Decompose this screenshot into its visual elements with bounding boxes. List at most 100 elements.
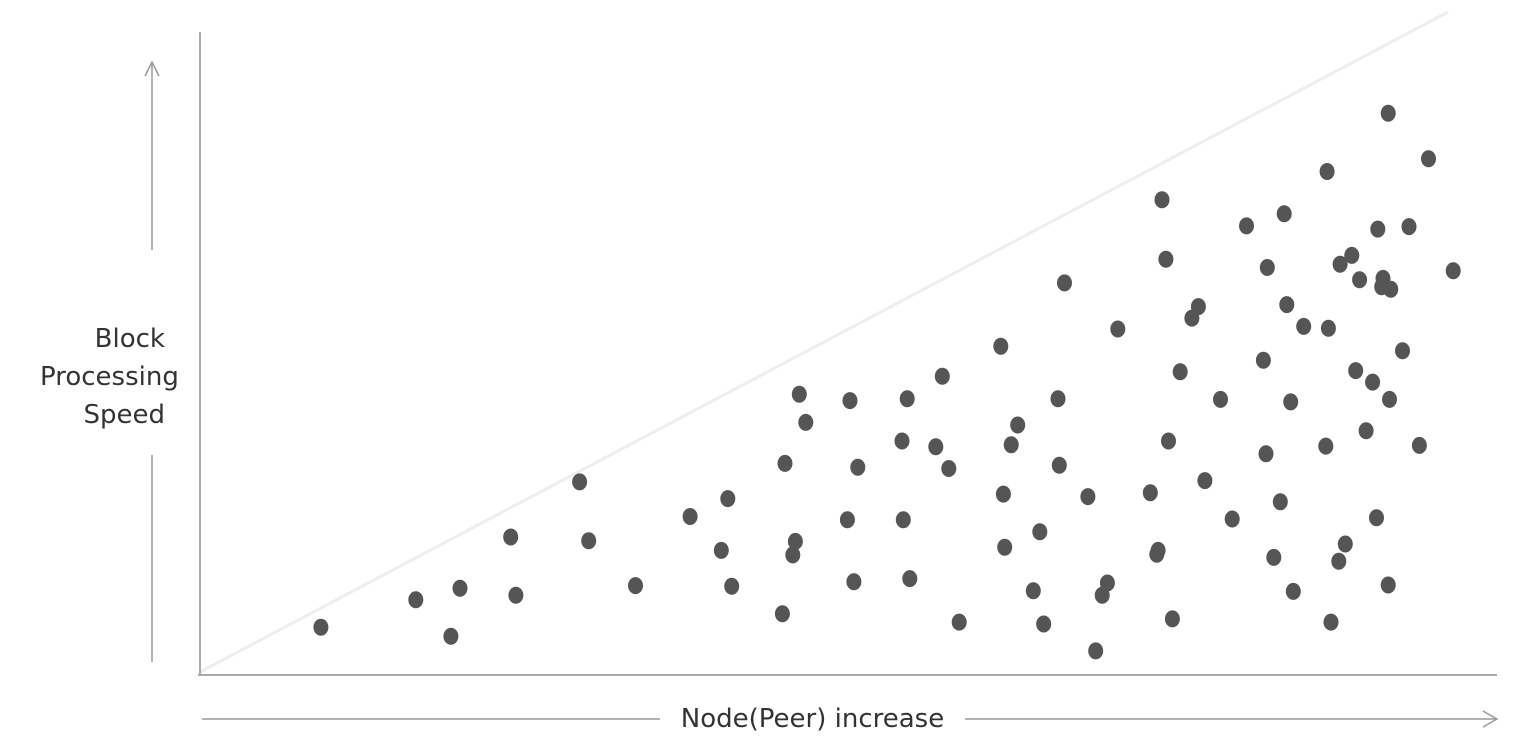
data-point <box>1154 191 1170 209</box>
data-point <box>1110 320 1126 338</box>
data-point <box>1050 390 1066 408</box>
data-point <box>720 490 736 508</box>
data-point <box>1411 436 1427 454</box>
data-point <box>1266 548 1282 566</box>
data-point <box>452 579 468 597</box>
data-point <box>997 538 1013 556</box>
data-point <box>1057 274 1072 292</box>
data-point <box>1283 393 1299 411</box>
data-points <box>313 104 1461 660</box>
data-point <box>1279 296 1295 314</box>
data-point <box>993 337 1009 355</box>
data-point <box>1421 150 1436 168</box>
data-point <box>1380 104 1396 122</box>
y-axis-label: Block Processing Speed <box>40 320 179 434</box>
data-point <box>1258 445 1274 463</box>
y-axis-label-line-2: Processing <box>40 362 179 392</box>
data-point <box>1003 436 1019 454</box>
data-point <box>895 511 911 529</box>
data-point <box>1197 472 1213 490</box>
data-point <box>1161 432 1176 450</box>
data-point <box>894 432 910 450</box>
data-point <box>846 573 862 591</box>
data-point <box>508 586 524 604</box>
data-point <box>1150 541 1166 559</box>
data-point <box>928 438 944 456</box>
data-point <box>1296 317 1312 335</box>
data-point <box>839 511 855 529</box>
data-point <box>1032 523 1048 541</box>
data-point <box>503 528 519 546</box>
data-point <box>1337 535 1353 553</box>
data-point <box>934 367 950 385</box>
data-point <box>1239 217 1254 235</box>
data-point <box>1285 582 1301 600</box>
data-point <box>1224 510 1240 528</box>
data-point <box>1358 422 1374 440</box>
data-point <box>1318 437 1334 455</box>
data-point <box>1445 262 1461 280</box>
data-point <box>1164 610 1180 628</box>
data-point <box>1352 271 1368 289</box>
data-point <box>798 413 814 431</box>
data-point <box>1080 488 1096 506</box>
data-point <box>443 627 459 645</box>
data-point <box>581 532 597 550</box>
data-point <box>1272 493 1288 511</box>
data-point <box>1401 218 1417 236</box>
data-point <box>1348 362 1364 380</box>
data-point <box>1331 552 1347 570</box>
data-point <box>1036 615 1052 633</box>
data-point <box>1344 246 1360 264</box>
y-arrow-up <box>144 60 160 250</box>
data-point <box>1213 390 1228 408</box>
data-point <box>787 532 803 550</box>
data-point <box>1142 484 1158 502</box>
data-point <box>951 613 967 631</box>
data-point <box>572 473 588 491</box>
data-point <box>724 577 740 595</box>
data-point <box>1158 250 1174 268</box>
data-point <box>850 458 866 476</box>
data-point <box>1395 342 1410 360</box>
data-point <box>713 541 729 559</box>
data-point <box>899 390 915 408</box>
x-axis-label: Node(Peer) increase <box>660 700 965 738</box>
data-point <box>1025 582 1041 600</box>
data-point <box>313 618 329 636</box>
data-point <box>902 570 918 588</box>
data-point <box>941 460 957 477</box>
data-point <box>1323 613 1339 631</box>
data-point <box>682 508 698 525</box>
data-point <box>1383 280 1399 298</box>
data-point <box>774 605 790 623</box>
data-point <box>1255 351 1271 369</box>
data-point <box>1370 220 1386 238</box>
data-point <box>1088 642 1104 660</box>
data-point <box>1369 509 1384 527</box>
data-point <box>628 577 643 595</box>
data-point <box>1320 319 1336 337</box>
data-point <box>408 591 424 609</box>
data-point <box>1332 255 1348 273</box>
y-axis-label-line-3: Speed <box>83 400 165 430</box>
data-point <box>1319 163 1335 180</box>
data-point <box>1382 390 1397 408</box>
data-point <box>1190 298 1206 316</box>
reference-line <box>199 10 1449 674</box>
data-point <box>1365 373 1381 391</box>
data-point <box>842 392 858 410</box>
y-axis-label-line-1: Block <box>94 324 165 354</box>
data-point <box>1276 205 1292 223</box>
data-point <box>995 485 1011 503</box>
data-point <box>777 454 793 472</box>
data-point <box>1259 259 1275 276</box>
data-point <box>1099 574 1115 592</box>
data-point <box>1380 576 1396 594</box>
data-point <box>785 546 801 564</box>
data-point <box>1172 363 1188 381</box>
data-point <box>791 385 807 403</box>
data-point <box>1010 416 1026 434</box>
data-point <box>1051 456 1067 474</box>
